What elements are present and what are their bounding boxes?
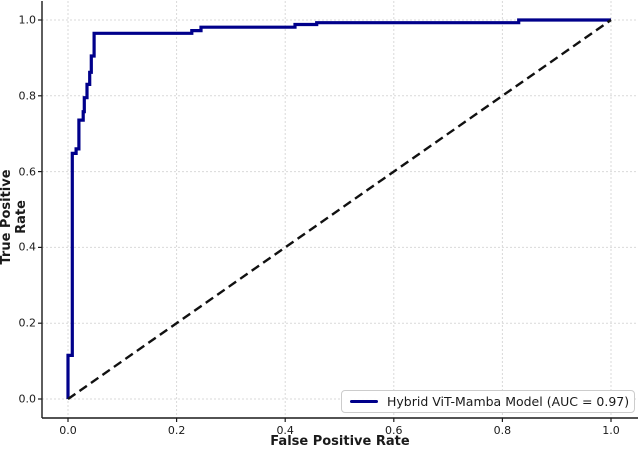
y-tick-label: 0.6 (18, 165, 37, 179)
legend-label: Hybrid ViT-Mamba Model (AUC = 0.97) (387, 394, 630, 409)
x-tick-label: 0.6 (385, 424, 403, 437)
y-tick-label: 0.8 (18, 89, 37, 103)
y-axis-label: True Positive Rate (0, 169, 29, 265)
y-tick-label: 1.0 (18, 13, 37, 27)
x-axis-label: False Positive Rate (270, 434, 410, 449)
y-tick-label: 0.2 (18, 316, 37, 330)
x-tick-label: 0.4 (276, 424, 294, 437)
x-tick-label: 1.0 (602, 424, 620, 437)
legend-line-swatch (350, 399, 378, 404)
roc-curve (66, 18, 611, 399)
x-tick-label: 0.8 (493, 424, 512, 437)
legend-box: Hybrid ViT-Mamba Model (AUC = 0.97) (341, 390, 635, 413)
y-tick-label: 0.4 (18, 240, 37, 254)
y-tick-label: 0.0 (18, 392, 37, 406)
x-tick-label: 0.0 (59, 424, 77, 437)
x-tick-label: 0.2 (167, 424, 186, 437)
chance-diagonal-line (67, 19, 612, 400)
